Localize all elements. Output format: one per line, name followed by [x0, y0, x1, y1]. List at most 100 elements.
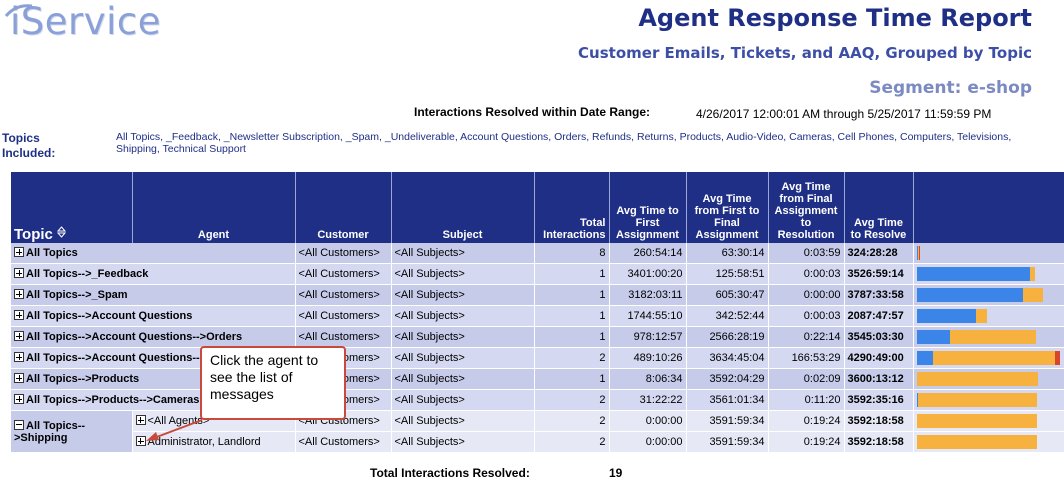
resolve-time-bar — [913, 389, 1064, 411]
total-interactions-label: Total Interactions Resolved: — [370, 466, 530, 480]
final-assignment-segment — [917, 246, 919, 260]
expand-icon[interactable] — [135, 415, 146, 425]
table-row: All Topics-->Account Questions-->Refunds… — [11, 347, 1064, 369]
topic-cell[interactable]: All Topics-->_Spam — [11, 284, 296, 306]
final-assignment-segment — [1030, 267, 1035, 281]
customer-cell: <All Customers> — [295, 431, 392, 453]
resolve-time-bar — [913, 326, 1064, 348]
total-interactions-cell: 2 — [534, 410, 610, 432]
subject-cell: <All Subjects> — [391, 410, 535, 432]
resolution-cell: 0:03:59 — [768, 243, 845, 264]
topic-label[interactable]: All Topics-->Products-->Cameras — [26, 394, 200, 406]
first-assignment-cell: 0:00:00 — [609, 410, 687, 432]
topic-cell[interactable]: All Topics-->Shipping — [11, 410, 133, 453]
date-range-value: 4/26/2017 12:00:01 AM through 5/25/2017 … — [696, 107, 992, 121]
customer-cell: <All Customers> — [295, 326, 392, 348]
final-assignment-segment — [975, 309, 988, 323]
final-assignment-cell: 605:30:47 — [686, 284, 769, 306]
final-assignment-segment — [1023, 288, 1044, 302]
time-to-resolve-cell: 3592:18:58 — [844, 410, 914, 432]
final-assignment-cell: 3592:04:29 — [686, 368, 769, 390]
table-row: All Topics-->_Feedback <All Customers> <Al… — [11, 263, 1064, 285]
topic-cell[interactable]: All Topics — [11, 243, 296, 264]
subject-cell: <All Subjects> — [391, 305, 535, 327]
first-assignment-segment — [916, 351, 934, 365]
total-interactions-cell: 1 — [534, 284, 610, 306]
first-assignment-cell: 8:06:34 — [609, 368, 687, 390]
logo-swoosh-icon — [4, 4, 33, 17]
first-assignment-segment — [916, 330, 950, 344]
customer-cell: <All Customers> — [295, 284, 392, 306]
sort-icon[interactable] — [56, 226, 67, 238]
stacked-bar — [916, 246, 1061, 260]
report-subtitle: Customer Emails, Tickets, and AAQ, Group… — [578, 44, 1032, 62]
first-assignment-cell: 0:00:00 — [609, 431, 687, 453]
final-assignment-cell: 63:30:14 — [686, 243, 769, 264]
first-assignment-cell: 489:10:26 — [609, 347, 687, 369]
subject-cell: <All Subjects> — [391, 284, 535, 306]
collapse-icon[interactable] — [14, 419, 24, 430]
topics-included-label: Topics Included: — [2, 131, 56, 160]
topic-label[interactable]: All Topics-->Account Questions — [26, 310, 193, 322]
final-assignment-cell: 2566:28:19 — [686, 326, 769, 348]
subject-cell: <All Subjects> — [391, 431, 535, 453]
iservice-logo: iService — [4, 0, 174, 50]
topic-label[interactable]: All Topics-->Account Questions-->Refunds — [26, 352, 251, 364]
first-assignment-cell: 3401:00:20 — [609, 263, 687, 285]
final-assignment-cell: 3561:01:34 — [686, 389, 769, 411]
expand-icon[interactable] — [14, 394, 24, 404]
total-interactions-cell: 2 — [534, 347, 610, 369]
topic-cell[interactable]: All Topics-->Account Questions-->Orders — [11, 326, 296, 348]
time-to-resolve-cell: 324:28:28 — [844, 243, 914, 264]
resolve-time-bar — [913, 284, 1064, 306]
customer-cell: <All Customers> — [295, 243, 392, 264]
expand-icon[interactable] — [14, 268, 24, 278]
first-assignment-cell: 978:12:57 — [609, 326, 687, 348]
stacked-bar — [916, 372, 1061, 386]
topic-cell[interactable]: All Topics-->Account Questions — [11, 305, 296, 327]
first-assignment-segment — [916, 372, 918, 386]
resolution-cell: 0:00:03 — [768, 305, 845, 327]
bar-column-header — [913, 172, 1064, 243]
time-to-resolve-cell: 3592:18:58 — [844, 431, 914, 453]
stacked-bar — [916, 330, 1061, 344]
expand-icon[interactable] — [14, 310, 24, 320]
first-assignment-cell: 3182:03:11 — [609, 284, 687, 306]
customer-cell: <All Customers> — [295, 263, 392, 285]
resolution-cell: 0:19:24 — [768, 410, 845, 432]
expand-icon[interactable] — [135, 436, 146, 446]
resolve-time-bar — [913, 347, 1064, 369]
topic-label[interactable]: All Topics-->Account Questions-->Orders — [26, 331, 243, 343]
stacked-bar — [916, 435, 1061, 449]
final-assignment-segment — [916, 414, 1038, 428]
first-assignment-segment — [916, 309, 976, 323]
expand-icon[interactable] — [14, 289, 24, 299]
final-assignment-segment — [917, 372, 1039, 386]
expand-icon[interactable] — [14, 331, 24, 341]
resolution-cell: 0:02:09 — [768, 368, 845, 390]
agent-cell[interactable]: Administrator, Landlord — [132, 431, 296, 453]
agent-link[interactable]: Administrator, Landlord — [147, 436, 261, 448]
date-range-label: Interactions Resolved within Date Range: — [414, 105, 651, 119]
total-interactions-cell: 1 — [534, 263, 610, 285]
topic-label[interactable]: All Topics-->Shipping — [14, 419, 86, 444]
subject-column-header: Subject — [391, 172, 535, 243]
topic-label[interactable]: All Topics-->Products — [26, 373, 140, 385]
final-assignment-column-header: Avg Time from First to Final Assignment — [686, 172, 769, 243]
resolution-cell: 0:22:14 — [768, 326, 845, 348]
expand-icon[interactable] — [14, 373, 24, 383]
topic-column-header[interactable]: Topic — [11, 172, 133, 243]
table-row: All Topics-->Shipping <All Agents> <All Cu… — [11, 410, 1064, 453]
topic-label[interactable]: All Topics-->_Spam — [26, 289, 128, 301]
customer-column-header: Customer — [295, 172, 392, 243]
topic-label[interactable]: All Topics — [26, 247, 78, 259]
topic-cell[interactable]: All Topics-->_Feedback — [11, 263, 296, 285]
total-interactions-column-header: Total Interactions — [534, 172, 610, 243]
resolution-cell: 0:11:20 — [768, 389, 845, 411]
expand-icon[interactable] — [14, 352, 24, 362]
topic-label[interactable]: All Topics-->_Feedback — [26, 268, 149, 280]
total-interactions-cell: 1 — [534, 326, 610, 348]
time-to-resolve-cell: 3600:13:12 — [844, 368, 914, 390]
expand-icon[interactable] — [14, 247, 24, 257]
stacked-bar — [916, 414, 1061, 428]
